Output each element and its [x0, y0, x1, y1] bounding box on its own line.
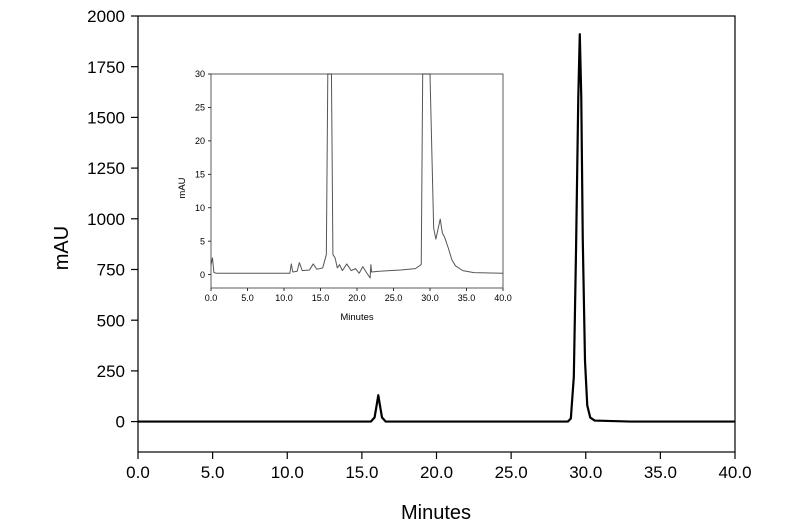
main-x-tick-label: 5.0 [201, 463, 225, 482]
main-y-ticks: 0 250 500 750 1000 1250 1500 1750 2000 [87, 7, 138, 432]
inset-series-line [210, 73, 504, 279]
main-y-tick-label: 1750 [87, 58, 125, 77]
main-x-tick-label: 40.0 [718, 463, 751, 482]
inset-chart: 0 5 10 15 20 25 30 0.0 5.0 10.0 15.0 20.0 25.0 30.0 3… [177, 69, 512, 323]
main-y-tick-label: 1250 [87, 159, 125, 178]
main-y-axis-label: mAU [51, 226, 73, 270]
inset-x-tick-label: 5.0 [241, 293, 254, 303]
inset-x-tick-label: 10.0 [275, 293, 293, 303]
inset-y-tick-label: 10 [195, 203, 205, 213]
main-series-line [138, 33, 735, 423]
main-y-tick-label: 2000 [87, 7, 125, 26]
inset-background [211, 74, 503, 288]
inset-y-tick-label: 15 [195, 170, 205, 180]
inset-y-tick-label: 25 [195, 103, 205, 113]
main-x-tick-label: 15.0 [345, 463, 378, 482]
inset-x-tick-label: 35.0 [458, 293, 476, 303]
inset-y-tick-label: 5 [200, 236, 205, 246]
inset-x-axis-label: Minutes [340, 312, 374, 323]
main-x-tick-label: 0.0 [126, 463, 150, 482]
main-x-tick-label: 30.0 [569, 463, 602, 482]
inset-y-tick-label: 0 [200, 270, 205, 280]
inset-x-tick-label: 40.0 [494, 293, 512, 303]
main-y-tick-label: 250 [97, 362, 125, 381]
inset-plot-frame [210, 73, 504, 289]
inset-y-ticks: 0 5 10 15 20 25 30 [195, 69, 211, 280]
inset-x-tick-label: 25.0 [385, 293, 403, 303]
inset-y-axis-label: mAU [177, 177, 188, 198]
inset-x-ticks: 0.0 5.0 10.0 15.0 20.0 25.0 30.0 35.0 40.0 [205, 288, 512, 303]
inset-x-tick-label: 15.0 [312, 293, 330, 303]
main-y-tick-label: 500 [97, 311, 125, 330]
inset-y-tick-label: 30 [195, 69, 205, 79]
inset-x-tick-label: 0.0 [205, 293, 218, 303]
main-y-tick-label: 0 [116, 413, 125, 432]
inset-x-tick-label: 30.0 [421, 293, 439, 303]
inset-y-tick-label: 20 [195, 136, 205, 146]
main-x-tick-label: 10.0 [271, 463, 304, 482]
main-y-tick-label: 1500 [87, 109, 125, 128]
main-y-tick-label: 1000 [87, 210, 125, 229]
inset-x-tick-label: 20.0 [348, 293, 366, 303]
main-x-ticks: 0.0 5.0 10.0 15.0 20.0 25.0 30.0 35.0 40.0 [126, 452, 752, 482]
main-x-tick-label: 35.0 [644, 463, 677, 482]
main-x-axis-label: Minutes [401, 502, 471, 524]
main-y-tick-label: 750 [97, 261, 125, 280]
main-x-tick-label: 20.0 [420, 463, 453, 482]
main-x-tick-label: 25.0 [495, 463, 528, 482]
